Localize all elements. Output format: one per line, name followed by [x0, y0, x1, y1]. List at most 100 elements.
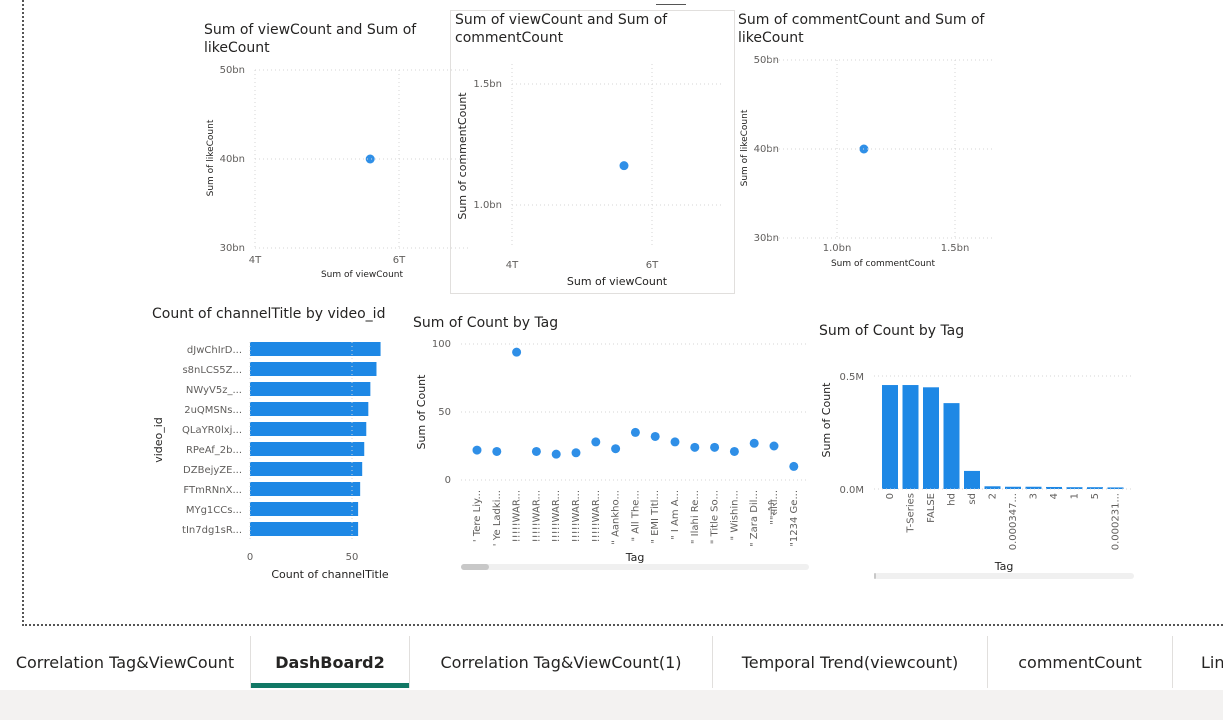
bar[interactable]	[250, 382, 371, 396]
tab-temporal-trend-viewcount[interactable]: Temporal Trend(viewcount)	[713, 636, 988, 688]
y-axis-title: Sum of commentCount	[456, 92, 469, 220]
scatter-comment-like-plot: 50bn 40bn 30bn 1.0bn 1.5bn Sum of commen…	[740, 55, 995, 269]
scrollbar-thumb[interactable]	[874, 573, 876, 579]
bar[interactable]	[902, 385, 919, 489]
x-tick: 4	[1049, 493, 1060, 499]
scatter-point[interactable]	[619, 161, 629, 171]
scatter-point[interactable]	[630, 427, 640, 437]
bar[interactable]	[1066, 487, 1083, 489]
canvas-border-left	[22, 0, 24, 626]
scatter-view-comment-plot: 1.5bn 1.0bn 4T 6T Sum of viewCount Sum o…	[456, 64, 722, 288]
scatter-tag-plot: 100 50 0 Tag Sum of Count ' Tere Liy... '…	[415, 339, 809, 564]
x-tick: 6T	[393, 255, 406, 266]
bar[interactable]	[1005, 486, 1021, 489]
x-axis-title: Sum of viewCount	[567, 275, 668, 288]
bar[interactable]	[1107, 487, 1124, 489]
tab-label: Temporal Trend(viewcount)	[741, 652, 959, 672]
scatter-point[interactable]	[690, 442, 700, 452]
y-tick: 2uQMSNs...	[184, 405, 242, 416]
bar[interactable]	[984, 486, 1001, 489]
status-footer	[0, 690, 1223, 720]
y-tick: tIn7dg1sR...	[182, 525, 242, 536]
scatter-point[interactable]	[472, 445, 482, 455]
bar[interactable]	[250, 462, 363, 476]
scatter-point[interactable]	[710, 442, 720, 452]
scatter-point[interactable]	[531, 446, 541, 456]
scatter-point[interactable]	[729, 446, 739, 456]
scatter-point[interactable]	[650, 431, 660, 441]
x-tick: !!!!!WAR...	[531, 490, 542, 542]
x-tick: ""सौरी...	[768, 490, 780, 525]
x-tick: " I Am A...	[670, 490, 681, 540]
x-tick: !!!!!WAR...	[591, 490, 602, 542]
scatter-point[interactable]	[789, 461, 799, 471]
tab-correlation-tag-viewcount-1[interactable]: Correlation Tag&ViewCount(1)	[410, 636, 713, 688]
tab-correlation-tag-viewcount[interactable]: Correlation Tag&ViewCount	[0, 636, 251, 688]
x-tick: " Zara Dil...	[749, 490, 760, 547]
x-axis-title: Tag	[625, 551, 645, 564]
y-axis-title: Sum of Count	[415, 374, 428, 450]
bar[interactable]	[923, 387, 939, 489]
scatter-point[interactable]	[571, 448, 581, 458]
bar[interactable]	[1046, 486, 1062, 489]
bar[interactable]	[1025, 486, 1042, 489]
scatter-comment-like[interactable]: Sum of commentCount and Sum of likeCount…	[733, 8, 995, 278]
x-axis-title: Sum of commentCount	[831, 259, 936, 269]
bar[interactable]	[250, 522, 359, 536]
x-tick: " All The...	[630, 490, 641, 542]
x-tick: 50	[346, 552, 359, 563]
visual-title: Sum of commentCount and Sum of likeCount	[738, 12, 985, 46]
x-tick: 0.000347...	[1008, 493, 1019, 550]
x-tick: " EMI Titl...	[650, 490, 661, 544]
bar[interactable]	[250, 482, 361, 496]
bar[interactable]	[250, 422, 367, 436]
scatter-point[interactable]	[512, 347, 522, 357]
scrollbar-thumb[interactable]	[461, 564, 489, 570]
bar[interactable]	[1087, 487, 1103, 489]
tab-commentcount[interactable]: commentCount	[988, 636, 1173, 688]
y-tick: 50bn	[220, 65, 245, 76]
bar[interactable]	[250, 502, 359, 516]
scatter-view-like[interactable]: Sum of viewCount and Sum of likeCount 50…	[190, 18, 471, 288]
bar[interactable]	[250, 362, 377, 376]
scatter-point[interactable]	[769, 441, 779, 451]
x-axis-title: Count of channelTitle	[271, 568, 389, 581]
scatter-point[interactable]	[749, 438, 759, 448]
bar-channel-plot: 0 50 Count of channelTitle video_id dJwC…	[152, 342, 389, 581]
scatter-point[interactable]	[492, 446, 502, 456]
x-tick: 3	[1029, 493, 1040, 499]
x-tick: "1234 Ge...	[789, 490, 800, 547]
scatter-view-comment[interactable]: Sum of viewCount and Sum of commentCount…	[450, 10, 733, 292]
bar[interactable]	[250, 342, 381, 356]
visual-title: Count of channelTitle by video_id	[152, 306, 386, 322]
report-canvas: Sum of viewCount and Sum of likeCount 50…	[22, 0, 1223, 626]
y-tick: 50bn	[754, 55, 779, 66]
x-tick: !!!!!WAR...	[551, 490, 562, 542]
y-tick: QLaYR0lxj...	[182, 425, 242, 436]
x-tick: " Ilahi Re...	[690, 490, 701, 544]
scatter-point[interactable]	[365, 154, 375, 164]
x-tick: hd	[947, 493, 958, 506]
scatter-count-by-tag[interactable]: Sum of Count by Tag 100 50 0 Tag Sum of …	[405, 312, 815, 577]
tab-lin[interactable]: Lin	[1173, 636, 1223, 688]
bar[interactable]	[250, 402, 369, 416]
tab-dashboard2[interactable]: DashBoard2	[251, 636, 410, 688]
bar[interactable]	[250, 442, 365, 456]
bar[interactable]	[964, 470, 980, 489]
bar[interactable]	[943, 403, 960, 489]
canvas-border-bottom	[22, 624, 1223, 626]
y-tick: 0.0M	[839, 485, 864, 496]
bar[interactable]	[882, 385, 898, 489]
scatter-point[interactable]	[670, 437, 680, 447]
y-axis-title: Sum of likeCount	[206, 119, 216, 196]
bar-count-by-tag[interactable]: Sum of Count by Tag 0.5M 0.0M Tag Sum of…	[812, 320, 1142, 585]
scatter-point[interactable]	[551, 449, 561, 459]
x-tick: FALSE	[926, 493, 937, 523]
scatter-point[interactable]	[591, 437, 601, 447]
y-tick: FTmRNnX...	[183, 485, 242, 496]
tab-label: DashBoard2	[275, 652, 385, 672]
scatter-point[interactable]	[611, 444, 621, 454]
horizontal-scrollbar[interactable]	[461, 564, 809, 570]
horizontal-scrollbar[interactable]	[874, 573, 1134, 579]
bar-channel-by-video[interactable]: Count of channelTitle by video_id 0 50 C…	[145, 302, 400, 587]
